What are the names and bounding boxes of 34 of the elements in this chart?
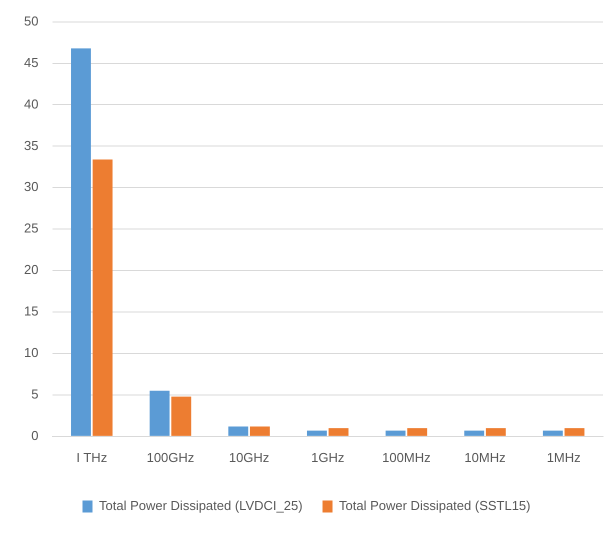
bar [328,428,348,436]
legend-label: Total Power Dissipated (LVDCI_25) [99,498,303,514]
y-tick-label: 0 [31,428,38,443]
x-tick-label: 10MHz [464,450,506,465]
x-tick-label: 100GHz [146,450,194,465]
bar [92,159,113,436]
x-tick-label: I THz [76,450,108,465]
y-tick-label: 10 [24,345,38,360]
bar [250,426,270,436]
x-tick-label: 1MHz [546,450,581,465]
x-tick-label: 1GHz [311,450,344,465]
legend-label: Total Power Dissipated (SSTL15) [339,498,531,514]
y-tick-label: 5 [31,386,38,402]
bar [542,430,563,436]
bar [228,426,248,436]
bar [306,430,327,436]
bar [171,396,192,436]
y-tick-label: 30 [24,179,38,194]
bar [150,390,170,436]
y-tick-label: 45 [24,54,38,70]
y-tick-label: 25 [24,220,38,236]
y-tick-label: 50 [24,13,38,28]
bar [407,428,428,436]
y-tick-label: 40 [24,96,38,112]
y-tick-label: 15 [24,304,38,319]
bar [464,430,484,436]
bar [564,428,584,436]
bar [486,428,506,436]
bar [386,430,406,436]
x-tick-label: 10GHz [228,450,270,465]
y-tick-label: 20 [24,262,38,278]
bar [71,48,91,436]
x-tick-label: 100MHz [382,450,431,465]
y-tick-label: 35 [24,138,38,153]
